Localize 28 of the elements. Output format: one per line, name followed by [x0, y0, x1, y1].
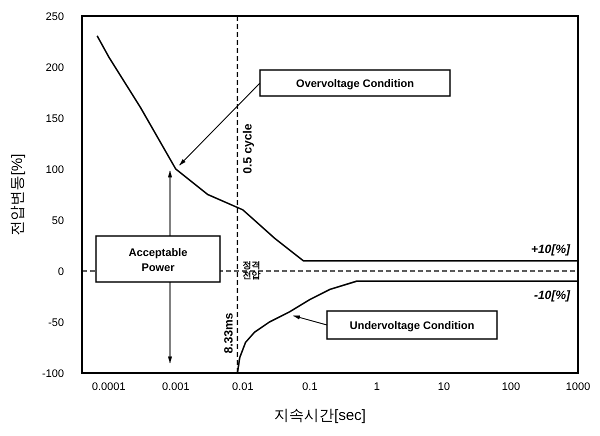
y-tick-label: -50	[48, 317, 64, 329]
annotation: Undervoltage Condition	[292, 310, 498, 340]
x-tick-label: 100	[502, 381, 520, 393]
annotation: +10[%]	[530, 242, 570, 256]
y-tick-label: 0	[58, 266, 64, 278]
annotation: 8.33ms	[221, 312, 236, 354]
x-tick-label: 0.001	[162, 381, 190, 393]
y-tick-label: 150	[46, 113, 64, 125]
x-tick-label: 0.1	[302, 381, 318, 393]
y-tick-label: 50	[52, 215, 64, 227]
x-tick-label: 10	[438, 381, 450, 393]
annotation: Undervoltage Condition	[350, 320, 475, 332]
y-tick-label: -100	[42, 368, 64, 380]
annotation: Acceptable Power	[128, 247, 188, 274]
x-tick-label: 1000	[566, 381, 590, 393]
x-tick-label: 0.0001	[92, 381, 126, 393]
x-tick-label: 1	[374, 381, 380, 393]
ref-line-label: 정격 전압	[242, 260, 260, 280]
x-tick-label: 0.01	[232, 381, 254, 393]
y-axis-title: 전압변동[%]	[9, 154, 26, 236]
ref-line-label: 0.5 cycle	[240, 123, 254, 174]
x-axis-title: 지속시간[sec]	[274, 407, 366, 424]
annotation: Overvoltage Condition	[296, 78, 414, 90]
annotation: -10[%]	[534, 288, 570, 302]
y-tick-label: 200	[46, 62, 64, 74]
y-tick-label: 100	[46, 164, 64, 176]
y-tick-label: 250	[46, 11, 64, 23]
annotation: Acceptable Power	[95, 170, 221, 364]
